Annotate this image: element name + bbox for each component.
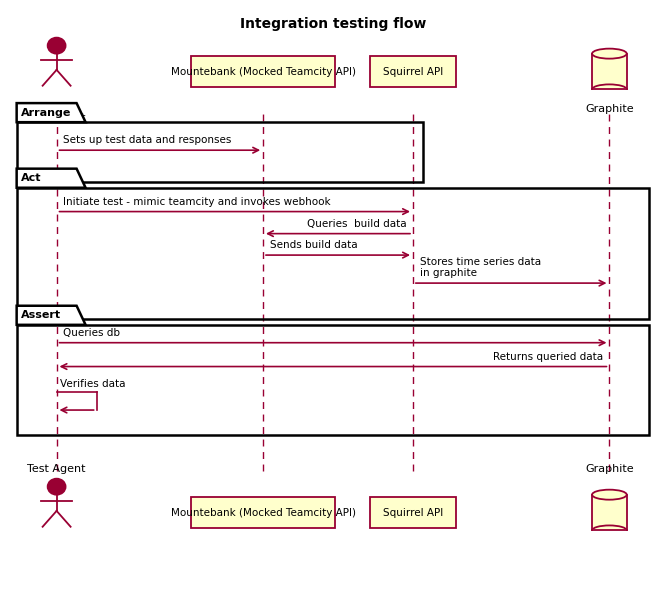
- Ellipse shape: [592, 49, 627, 58]
- Text: Test Agent: Test Agent: [27, 464, 86, 474]
- Bar: [370, 497, 456, 528]
- Circle shape: [48, 38, 65, 54]
- Circle shape: [48, 479, 65, 495]
- Text: Arrange: Arrange: [21, 108, 72, 117]
- Text: Queries  build data: Queries build data: [306, 219, 406, 229]
- Bar: [17, 325, 649, 435]
- Text: Mountebank (Mocked Teamcity API): Mountebank (Mocked Teamcity API): [170, 508, 356, 517]
- Text: Queries db: Queries db: [63, 328, 121, 338]
- Text: Returns queried data: Returns queried data: [493, 352, 603, 362]
- Text: Sets up test data and responses: Sets up test data and responses: [63, 135, 232, 145]
- Text: Squirrel API: Squirrel API: [383, 508, 443, 517]
- Bar: [192, 56, 335, 87]
- Bar: [592, 495, 627, 530]
- Bar: [591, 88, 628, 95]
- Polygon shape: [17, 103, 85, 122]
- Text: Stores time series data
in graphite: Stores time series data in graphite: [420, 257, 541, 278]
- Text: Act: Act: [21, 173, 42, 183]
- Text: Mountebank (Mocked Teamcity API): Mountebank (Mocked Teamcity API): [170, 67, 356, 76]
- Text: Graphite: Graphite: [585, 104, 634, 114]
- Bar: [592, 54, 627, 89]
- Text: Sends build data: Sends build data: [270, 240, 358, 250]
- Ellipse shape: [592, 85, 627, 94]
- Bar: [192, 497, 335, 528]
- Text: Graphite: Graphite: [585, 464, 634, 474]
- Ellipse shape: [592, 526, 627, 535]
- Bar: [591, 529, 628, 536]
- Text: Squirrel API: Squirrel API: [383, 67, 443, 76]
- Text: Initiate test - mimic teamcity and invokes webhook: Initiate test - mimic teamcity and invok…: [63, 197, 331, 207]
- Bar: [17, 188, 649, 319]
- Ellipse shape: [592, 490, 627, 499]
- Bar: [370, 56, 456, 87]
- Polygon shape: [17, 169, 85, 188]
- Text: Assert: Assert: [21, 311, 61, 320]
- Bar: [17, 122, 423, 182]
- Text: Test Agent: Test Agent: [27, 113, 86, 123]
- Text: Integration testing flow: Integration testing flow: [240, 17, 426, 31]
- Polygon shape: [17, 306, 85, 325]
- Text: Verifies data: Verifies data: [60, 378, 125, 389]
